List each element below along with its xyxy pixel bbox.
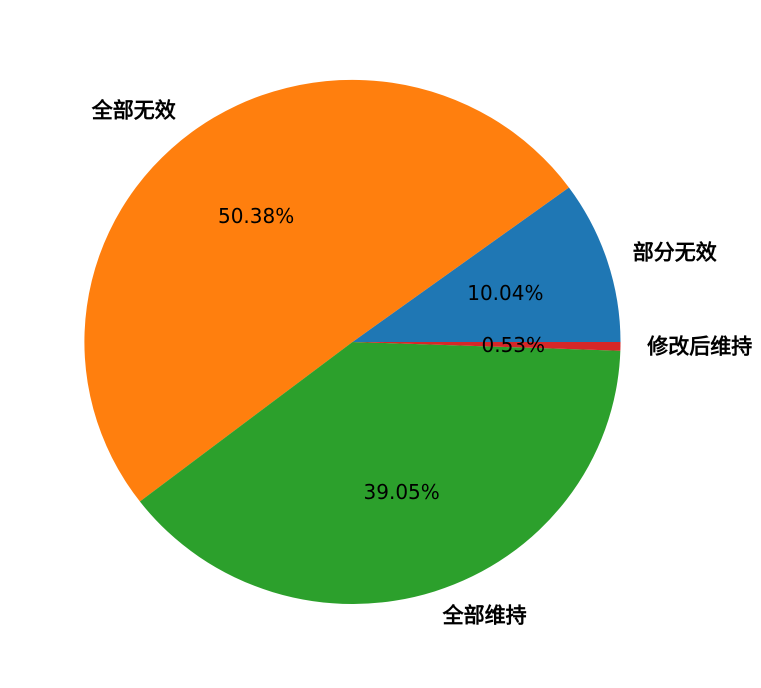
pie-slice-3	[352, 342, 621, 351]
slice-pct-partially-invalid: 10.04%	[467, 281, 544, 306]
slice-pct-all-maintained: 39.05%	[363, 479, 440, 504]
pie-slice-1	[84, 79, 569, 502]
slice-label-partially-invalid: 部分无效	[632, 240, 717, 265]
slice-pct-all-invalid: 50.38%	[217, 204, 295, 229]
pie-slice-0	[352, 187, 621, 342]
slice-pct-maintained-after-modification: 0.53%	[481, 332, 546, 357]
pie-slice-2	[139, 342, 621, 604]
slice-label-maintained-after-modification: 修改后维持	[647, 334, 753, 359]
slice-label-all-maintained: 全部维持	[442, 603, 527, 628]
slice-label-all-invalid: 全部无效	[91, 98, 176, 123]
